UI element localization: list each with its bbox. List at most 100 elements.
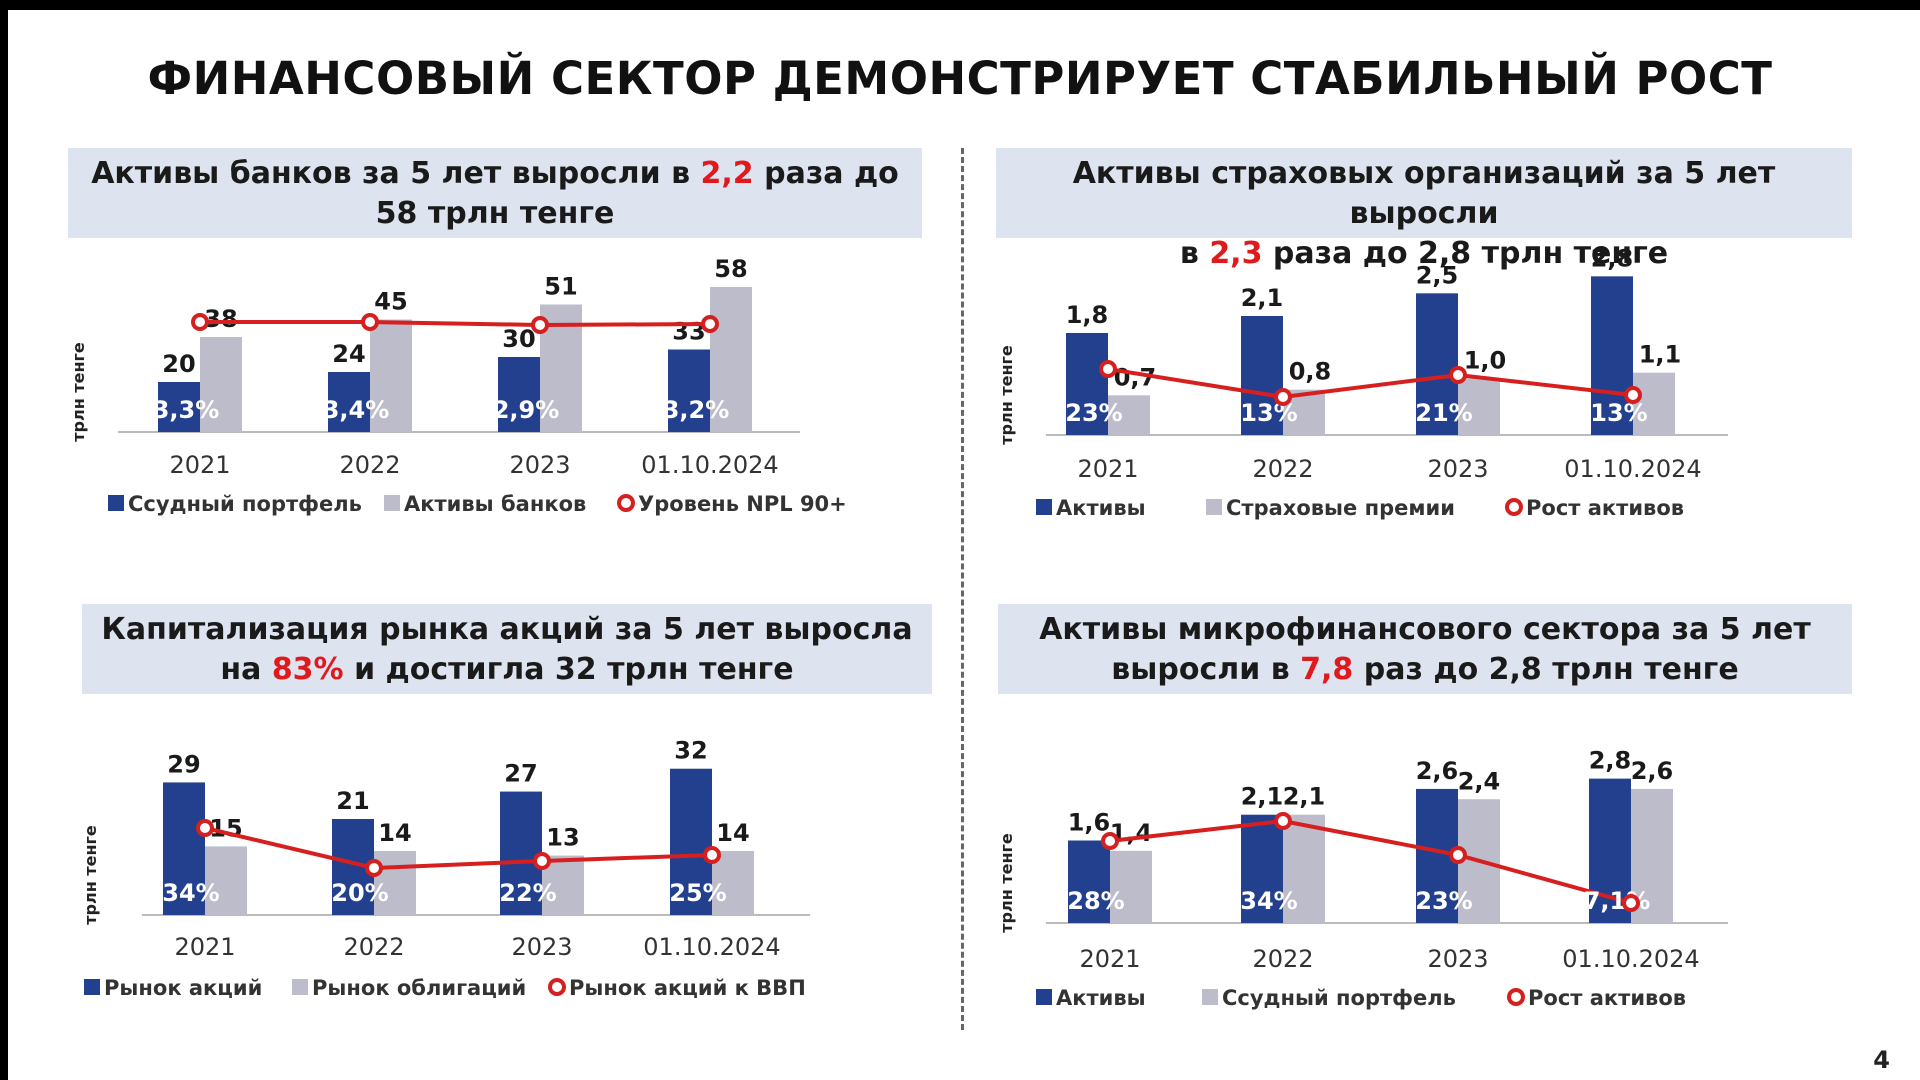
panel-title-microfinance: Активы микрофинансового сектора за 5 лет… bbox=[998, 604, 1852, 694]
line-point bbox=[1101, 832, 1119, 850]
bar-4-series-1 bbox=[668, 349, 710, 432]
left-border bbox=[0, 0, 8, 1080]
bar-2-series-1 bbox=[1241, 814, 1283, 923]
line-point bbox=[1274, 812, 1292, 830]
line-point bbox=[701, 315, 719, 333]
data-label-series-2: 2,6 bbox=[1631, 757, 1674, 785]
chart-stock-market: трлн тенге291520212114202227132023321401… bbox=[82, 737, 810, 1000]
line-point bbox=[531, 316, 549, 334]
panel-divider bbox=[961, 148, 964, 1030]
line-value-label: 7,1% bbox=[1584, 887, 1651, 915]
legend-label: Уровень NPL 90+ bbox=[638, 492, 847, 516]
line-value-label: 3,3% bbox=[153, 396, 220, 424]
bar-4-series-1 bbox=[670, 768, 712, 915]
line-value-label: 20% bbox=[331, 879, 388, 907]
legend-label: Рост активов bbox=[1526, 496, 1684, 520]
x-tick-label: 2022 bbox=[1252, 945, 1313, 973]
x-tick-label: 2021 bbox=[174, 933, 235, 961]
line-value-label: 21% bbox=[1415, 399, 1472, 427]
panel-title-insurance: Активы страховых организаций за 5 лет вы… bbox=[996, 148, 1852, 271]
line-point bbox=[1099, 360, 1117, 378]
x-tick-label: 2023 bbox=[1427, 455, 1488, 483]
x-tick-label: 2021 bbox=[169, 451, 230, 479]
line-value-label: 13% bbox=[1590, 399, 1647, 427]
line-point bbox=[1622, 894, 1640, 912]
data-label-series-2: 14 bbox=[716, 819, 749, 847]
x-tick-label: 2022 bbox=[1252, 455, 1313, 483]
line-point bbox=[703, 846, 721, 864]
line-point bbox=[1449, 366, 1467, 384]
bar-2-series-2 bbox=[1283, 814, 1325, 923]
data-label-series-1: 20 bbox=[162, 350, 195, 378]
x-tick-label: 01.10.2024 bbox=[643, 933, 780, 961]
chart-bank-assets: трлн тенге 20 38 2021 24 45 2022 30 51 2023 33 58 01… bbox=[70, 255, 847, 516]
line-value-label: 3,2% bbox=[663, 396, 730, 424]
y-axis-label: трлн тенге bbox=[70, 342, 88, 442]
data-label-series-1: 2,8 bbox=[1591, 245, 1634, 272]
data-label-series-1: 1,6 bbox=[1068, 809, 1111, 837]
data-label-series-2: 1,0 bbox=[1464, 346, 1507, 374]
data-label-series-1: 30 bbox=[502, 325, 535, 353]
legend-label: Рынок акций к ВВП bbox=[569, 976, 806, 1000]
data-label-series-2: 58 bbox=[714, 255, 747, 283]
x-tick-label: 01.10.2024 bbox=[641, 451, 778, 479]
data-label-series-1: 21 bbox=[336, 787, 369, 815]
line-point bbox=[365, 859, 383, 877]
data-label-series-1: 32 bbox=[674, 737, 707, 765]
legend-swatch bbox=[1036, 989, 1052, 1005]
x-tick-label: 2021 bbox=[1079, 945, 1140, 973]
x-tick-label: 2021 bbox=[1077, 455, 1138, 483]
line-point bbox=[533, 852, 551, 870]
data-label-series-1: 2,5 bbox=[1416, 261, 1459, 289]
x-tick-label: 2023 bbox=[1427, 945, 1488, 973]
legend-swatch bbox=[292, 979, 308, 995]
legend-swatch bbox=[1036, 499, 1052, 515]
bar-4-series-2 bbox=[1633, 372, 1675, 435]
bar-1-series-1 bbox=[158, 382, 200, 432]
bar-2-series-1 bbox=[1241, 316, 1283, 435]
data-label-series-2: 13 bbox=[546, 824, 579, 852]
y-axis-label: трлн тенге bbox=[998, 345, 1016, 445]
bar-3-series-1 bbox=[498, 357, 540, 432]
legend-label: Страховые премии bbox=[1226, 496, 1455, 520]
x-tick-label: 01.10.2024 bbox=[1564, 455, 1701, 483]
x-tick-label: 2023 bbox=[511, 933, 572, 961]
bar-3-series-2 bbox=[1458, 378, 1500, 435]
legend-label: Рынок облигаций bbox=[312, 976, 526, 1000]
line-value-label: 25% bbox=[669, 879, 726, 907]
legend-label: Активы bbox=[1056, 986, 1146, 1010]
bar-3-series-1 bbox=[1416, 293, 1458, 435]
legend-label: Ссудный портфель bbox=[1222, 986, 1456, 1010]
bar-1-series-1 bbox=[1068, 840, 1110, 923]
line-series bbox=[200, 320, 711, 328]
data-label-series-2: 1,1 bbox=[1639, 341, 1682, 369]
line-point bbox=[1449, 846, 1467, 864]
line-value-label: 2,9% bbox=[493, 396, 560, 424]
bar-3-series-1 bbox=[500, 791, 542, 915]
chart-insurance-assets: трлн тенге1,80,720212,10,820222,51,02023… bbox=[998, 245, 1728, 520]
data-label-series-1: 29 bbox=[167, 750, 200, 778]
legend-swatch bbox=[384, 495, 400, 511]
line-series bbox=[204, 826, 713, 871]
x-tick-label: 2023 bbox=[509, 451, 570, 479]
line-point bbox=[191, 313, 209, 331]
y-axis-label: трлн тенге bbox=[998, 833, 1016, 933]
line-value-label: 28% bbox=[1067, 887, 1124, 915]
legend-marker bbox=[548, 978, 566, 996]
legend-swatch bbox=[108, 495, 124, 511]
bar-4-series-2 bbox=[712, 851, 754, 915]
legend-marker bbox=[617, 494, 635, 512]
legend-marker bbox=[1507, 988, 1525, 1006]
x-tick-label: 01.10.2024 bbox=[1562, 945, 1699, 973]
data-label-series-1: 2,1 bbox=[1241, 284, 1284, 312]
line-value-label: 34% bbox=[162, 879, 219, 907]
line-value-label: 34% bbox=[1240, 887, 1297, 915]
data-label-series-1: 2,6 bbox=[1416, 757, 1459, 785]
line-value-label: 23% bbox=[1415, 887, 1472, 915]
line-series bbox=[1107, 367, 1634, 400]
data-label-series-2: 2,4 bbox=[1458, 767, 1501, 795]
data-label-series-2: 51 bbox=[544, 273, 577, 301]
data-label-series-1: 1,8 bbox=[1066, 301, 1109, 329]
